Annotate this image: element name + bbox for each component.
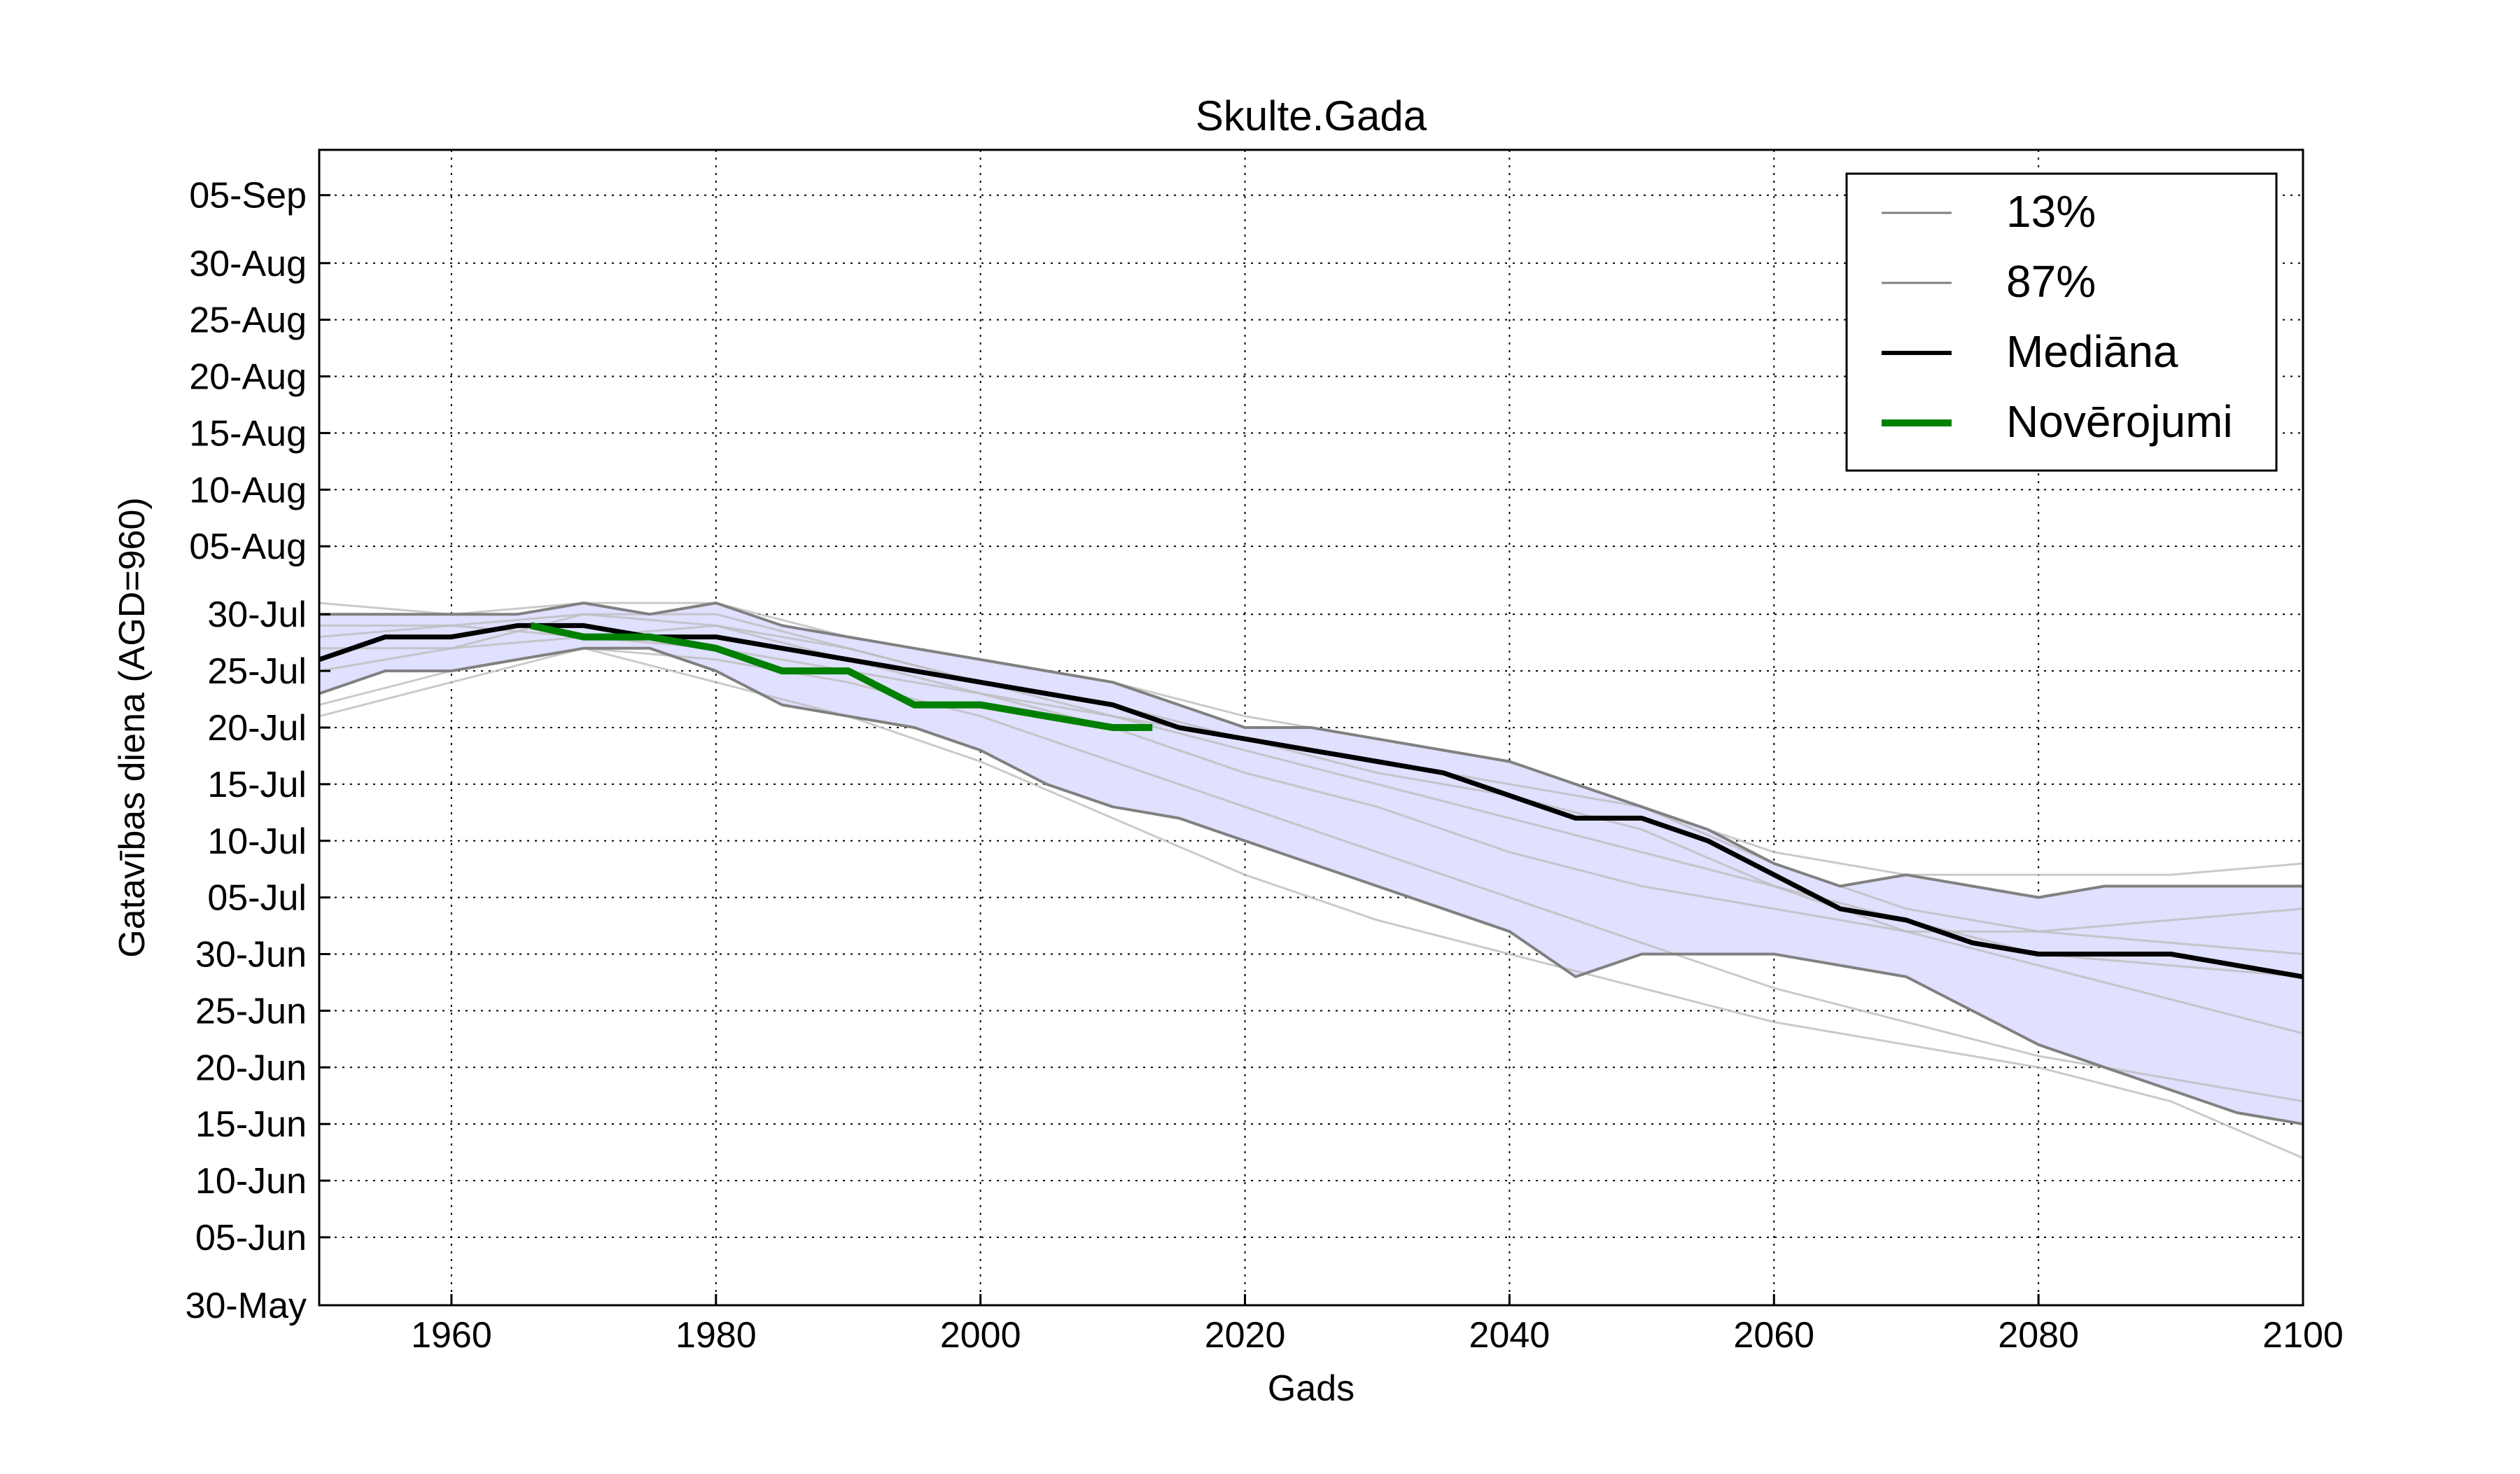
y-tick-label: 30-Aug bbox=[189, 244, 307, 284]
scenario-line bbox=[318, 647, 2304, 1103]
scenario-line bbox=[319, 613, 2304, 978]
band-layer bbox=[319, 603, 2303, 1125]
y-tick-label: 25-Aug bbox=[189, 300, 307, 341]
y-tick-label: 05-Jul bbox=[207, 878, 307, 919]
y-axis-label: Gatavības diena (AGD=960) bbox=[112, 497, 153, 958]
series-line-87pct bbox=[319, 602, 2303, 899]
legend-label: 87% bbox=[2006, 256, 2096, 307]
y-tick-label: 10-Jun bbox=[195, 1161, 307, 1202]
series-line-13pct bbox=[318, 646, 2304, 1126]
y-tick-label: 10-Jul bbox=[207, 821, 307, 862]
y-tick-label: 25-Jul bbox=[207, 651, 307, 692]
y-tick-label: 15-Aug bbox=[189, 413, 307, 454]
y-tick-label: 15-Jul bbox=[207, 765, 307, 805]
x-tick-label: 1980 bbox=[676, 1315, 757, 1356]
y-tick-label: 20-Jul bbox=[207, 708, 307, 749]
legend-label: Novērojumi bbox=[2006, 396, 2233, 447]
scenario-lines-layer bbox=[318, 602, 2304, 1160]
y-tick-label: 15-Jun bbox=[195, 1104, 307, 1145]
x-tick-label: 2100 bbox=[2262, 1315, 2344, 1356]
y-tick-label: 10-Aug bbox=[189, 470, 307, 510]
y-tick-label: 20-Aug bbox=[189, 357, 307, 398]
legend: 13% 87% Mediāna Novērojumi bbox=[1845, 172, 2278, 472]
series-layer bbox=[318, 602, 2304, 1126]
y-tick-label: 05-Jun bbox=[195, 1218, 307, 1258]
x-tick-label: 1960 bbox=[411, 1315, 492, 1356]
scenario-line bbox=[318, 636, 2304, 933]
y-tick-label: 05-Sep bbox=[189, 176, 307, 216]
x-tick-label: 2020 bbox=[1205, 1315, 1286, 1356]
legend-label: Mediāna bbox=[2006, 326, 2178, 377]
x-tick-label: 2040 bbox=[1469, 1315, 1550, 1356]
y-tick-label: 20-Jun bbox=[195, 1048, 307, 1088]
y-tick-label: 30-Jul bbox=[207, 595, 307, 635]
y-tick-label: 30-Jun bbox=[195, 935, 307, 975]
x-axis-label: Gads bbox=[1268, 1368, 1354, 1409]
percentile-band bbox=[319, 603, 2303, 1125]
y-tick-label: 25-Jun bbox=[195, 991, 307, 1031]
y-tick-label: 30-May bbox=[186, 1286, 307, 1326]
y-axis-ticks: 30-May 05-Jun 10-Jun 15-Jun 20-Jun 25-Jun 30-J… bbox=[186, 176, 330, 1326]
chart-title: Skulte.Gada bbox=[1196, 92, 1427, 139]
x-axis-ticks: 1960 1980 2000 2020 2040 2060 2080 2100 bbox=[411, 1294, 2344, 1356]
legend-label: 13% bbox=[2006, 186, 2096, 237]
x-tick-label: 2060 bbox=[1733, 1315, 1814, 1356]
series-line-observations bbox=[530, 622, 1153, 731]
x-tick-label: 2080 bbox=[1998, 1315, 2079, 1356]
y-tick-label: 05-Aug bbox=[189, 527, 307, 567]
x-tick-label: 2000 bbox=[940, 1315, 1021, 1356]
scenario-line bbox=[318, 647, 2304, 1160]
